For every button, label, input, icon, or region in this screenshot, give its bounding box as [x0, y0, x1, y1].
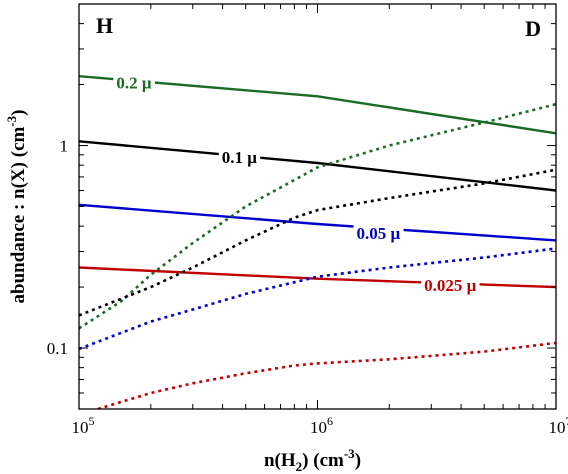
series-line-0.1-micron [79, 140, 556, 192]
tick-layer: 105 106 107 0.1 1 [47, 3, 568, 437]
y-axis-title-close: ) [8, 110, 29, 116]
x-axis-title: n(H2) (cm-3) [264, 446, 361, 474]
series-label-background [218, 148, 261, 166]
x-tick-label: 107 [549, 414, 568, 437]
x-axis-title-unit: ) (cm [302, 450, 344, 471]
series-layer [79, 75, 556, 409]
series-label-0.05-micron: 0.05 μ [357, 224, 401, 243]
corner-label-h: H [96, 13, 113, 38]
x-tick-label: 105 [72, 414, 95, 437]
series-label-0.1-micron: 0.1 μ [222, 148, 258, 167]
dotted-series-line-5 [79, 168, 556, 317]
series-label-0.2-micron: 0.2 μ [116, 73, 152, 92]
y-axis-title-superscript: -3 [4, 115, 19, 126]
series-label-layer: 0.2 μ 0.1 μ 0.05 μ 0.025 μ [113, 73, 480, 295]
y-tick-label: 0.1 [47, 339, 68, 358]
series-line-0.025-micron [79, 266, 556, 289]
x-axis-title-superscript: -3 [344, 446, 355, 461]
dotted-series-line-7 [97, 341, 556, 409]
x-axis-title-subscript: 2 [296, 459, 303, 474]
y-axis-title: abundance : n(X) (cm-3) [4, 110, 29, 304]
series-label-0.025-micron: 0.025 μ [424, 276, 477, 295]
series-label-background [113, 74, 155, 92]
x-axis-title-main: n(H [264, 450, 296, 471]
series-line-0.2-micron [79, 75, 556, 135]
dotted-series-line-4 [79, 102, 556, 330]
x-axis-title-close: ) [355, 450, 361, 471]
plot-frame [78, 3, 557, 410]
series-label-background [421, 276, 480, 294]
y-tick-label: 1 [60, 137, 69, 156]
corner-label-d: D [525, 16, 541, 41]
dotted-series-line-6 [79, 247, 556, 351]
series-label-background [353, 224, 404, 242]
series-line-0.05-micron [79, 203, 556, 242]
y-axis-title-main: abundance : n(X) (cm [8, 127, 29, 304]
x-tick-label: 106 [310, 414, 333, 437]
